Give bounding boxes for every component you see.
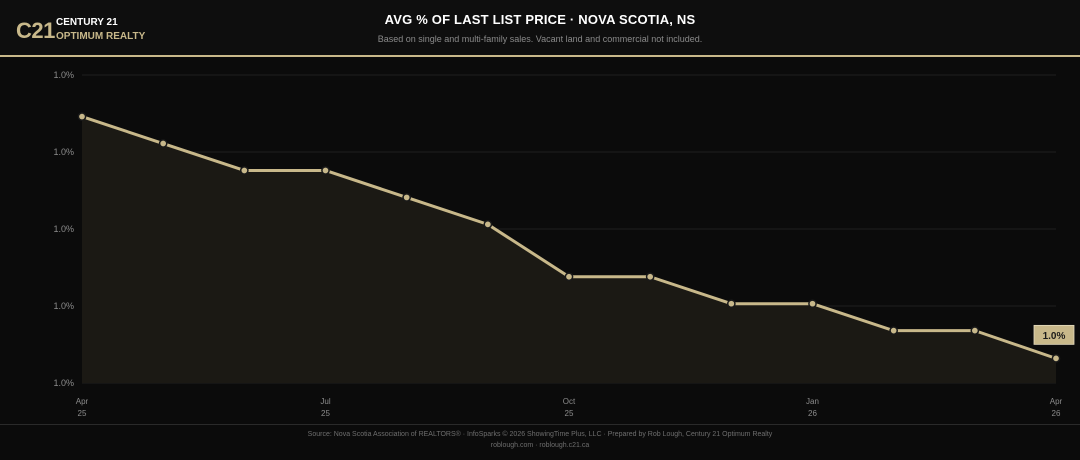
data-point: [645, 272, 655, 282]
source-credit: Source: Nova Scotia Association of REALT…: [307, 431, 773, 438]
chart-title: AVG % OF LAST LIST PRICE · NOVA SCOTIA, …: [384, 12, 696, 27]
x-tick-label: Jan: [806, 397, 819, 406]
data-points: [77, 112, 1061, 363]
chart-footer: Source: Nova Scotia Association of REALT…: [0, 424, 1080, 460]
chart-subtitle: Based on single and multi-family sales. …: [377, 34, 703, 44]
data-point: [970, 326, 980, 335]
data-point: [402, 193, 412, 202]
data-point: [77, 112, 87, 121]
data-point: [808, 299, 817, 309]
x-tick-label: Jul: [320, 397, 330, 406]
x-tick-label: 26: [1052, 409, 1061, 418]
y-tick-label: 1.0%: [53, 378, 74, 388]
data-point: [321, 166, 330, 175]
data-point: [564, 272, 574, 282]
x-tick-label: 26: [808, 409, 817, 418]
data-point: [158, 139, 168, 148]
x-tick-label: Oct: [563, 397, 576, 406]
x-tick-label: 25: [565, 409, 574, 418]
data-point: [889, 326, 899, 335]
y-axis: 1.0% 1.0% 1.0% 1.0% 1.0%: [53, 70, 74, 388]
data-point: [726, 299, 736, 309]
y-tick-label: 1.0%: [53, 301, 74, 311]
logo-office-name: OPTIMUM REALTY: [56, 31, 146, 42]
data-point: [1051, 354, 1061, 363]
chart-header: C21 CENTURY 21 OPTIMUM REALTY AVG % OF L…: [0, 0, 1080, 57]
callout-box: [1033, 324, 1075, 345]
series-area-fill: [82, 116, 1056, 383]
data-point: [483, 220, 493, 229]
y-tick-label: 1.0%: [53, 224, 74, 234]
x-tick-label: Apr: [1050, 397, 1063, 406]
x-tick-label: 25: [78, 409, 87, 418]
x-axis: Apr 25 Jul 25 Oct 25 Jan 26 Apr 26: [76, 397, 1063, 418]
line-chart: 1.0% 1.0% 1.0% 1.0% 1.0% Apr 25 Jul 25 Oct 25 Jan 2…: [53, 70, 1075, 418]
y-tick-label: 1.0%: [53, 70, 74, 80]
x-tick-label: 25: [321, 409, 330, 418]
website-links: roblough.com · roblough.c21.ca: [490, 442, 590, 449]
callout-value-label: 1.0%: [1043, 331, 1066, 342]
last-value-callout: 1.0%: [1033, 324, 1075, 345]
y-tick-label: 1.0%: [53, 147, 74, 157]
c21-logo-mark: C21: [16, 18, 55, 43]
data-point: [239, 166, 249, 175]
logo-brand-name: CENTURY 21: [56, 17, 118, 28]
x-tick-label: Apr: [76, 397, 89, 406]
